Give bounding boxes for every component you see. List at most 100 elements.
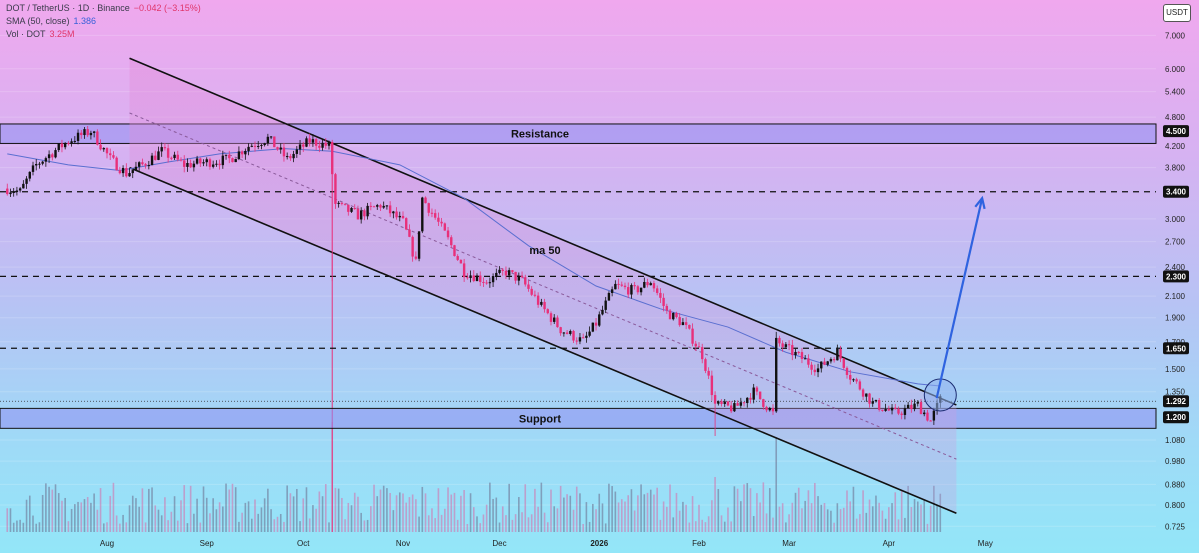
volume-bar [350,505,353,532]
volume-bar [273,519,276,532]
candle [446,227,450,240]
volume-bar [736,488,739,532]
candle [511,269,514,274]
volume-legend[interactable]: Vol · DOT 3.25M [6,29,75,39]
volume-bar [765,513,768,532]
volume-bar [592,503,594,532]
volume-bar [624,501,626,532]
candle [388,201,392,217]
candle [546,308,549,315]
candle [897,406,900,416]
candle [366,202,369,220]
volume-bar [312,505,314,532]
candle [298,139,302,155]
volume-bar [868,499,871,532]
volume-bar [785,522,787,532]
volume-bar [228,489,231,532]
candle [15,186,19,196]
volume-bar [546,522,549,532]
candle [739,397,743,409]
candle [70,138,73,147]
candle [121,165,125,177]
candle [260,143,263,150]
candle [327,140,331,150]
volume-bar [115,515,118,532]
candle [208,157,212,170]
volume-bar [373,484,375,532]
candle [704,357,707,374]
volume-bar [659,519,662,532]
candle [659,288,662,304]
volume-bar [418,516,420,532]
candle [498,266,501,275]
candle [392,210,395,219]
candle [67,141,70,146]
candle [102,147,105,152]
candle [855,377,858,384]
candle [417,231,421,262]
candle [475,273,479,282]
volume-bar [260,507,263,532]
symbol-line: DOT / TetherUS · 1D · Binance [6,3,130,13]
volume-bar [77,501,79,532]
candle [504,266,508,279]
volume-bar [907,485,909,532]
candle [623,282,627,290]
volume-bar [405,502,408,532]
volume-bar [768,488,771,532]
horizontal-levels [0,191,1156,402]
volume-bar [926,523,929,532]
candle [51,152,54,161]
volume-bar [666,506,668,532]
sma-legend[interactable]: SMA (50, close) 1.386 [6,16,96,26]
volume-bar [553,506,556,532]
volume-bar [144,522,147,532]
candle [565,330,569,335]
volume-bar [929,505,932,532]
volume-bar [196,498,198,532]
ma50-annotation: ma 50 [529,245,560,257]
currency-button[interactable]: USDT [1163,4,1191,22]
volume-bar [633,510,636,532]
svg-text:1.650: 1.650 [1166,344,1187,353]
candle [218,159,221,170]
volume-bar [286,485,288,532]
volume-bar [453,492,456,532]
candle [250,143,253,148]
volume-bar [225,483,227,532]
candle [726,400,730,407]
candle [865,393,868,402]
candle [633,281,636,290]
volume-bar [804,500,806,532]
candle [308,133,311,147]
volume-bar [67,521,70,532]
volume-bar [83,499,86,532]
candle [813,364,817,376]
candle [903,404,907,420]
volume-bar [691,496,694,532]
candle [150,152,154,166]
candle [932,407,936,425]
volume-bar [746,483,749,532]
volume-bar [386,488,388,532]
symbol-legend[interactable]: DOT / TetherUS · 1D · Binance −0.042 (−3.… [6,3,201,13]
volume-bar [733,486,736,532]
volume-bar [675,492,678,532]
volume-bar [437,488,440,532]
candle [324,138,327,149]
candle [295,146,299,158]
volume-bar [450,494,453,532]
volume-bar [791,502,794,532]
volume-bar [740,501,742,532]
candle [900,411,903,420]
price-label: 1.650 [1163,342,1189,355]
candle [501,268,504,276]
volume-bar [254,499,256,532]
volume-bar [923,500,926,532]
x-tick-label: Mar [782,539,796,548]
volume-bar [492,498,494,532]
candle [234,158,237,163]
candle [302,141,305,152]
volume-bar [247,501,250,532]
